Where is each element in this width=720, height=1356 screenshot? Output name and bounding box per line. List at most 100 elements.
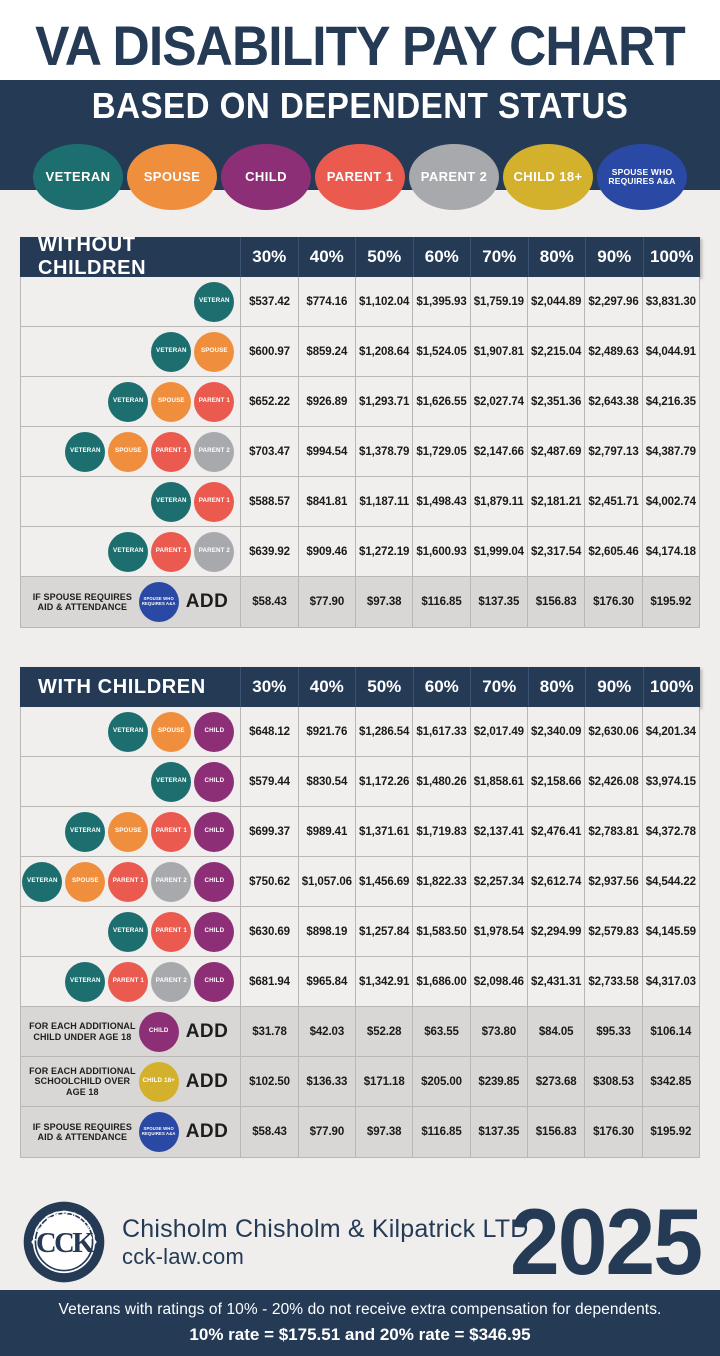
pay-amount-cell: $3,831.30: [641, 277, 699, 326]
firm-name: Chisholm Chisholm & Kilpatrick LTD: [122, 1214, 529, 1243]
column-header-60pct: 60%: [412, 237, 471, 277]
pay-amount-cell: $2,215.04: [527, 327, 584, 376]
pay-amount-cell: $171.18: [355, 1057, 412, 1106]
pay-amount-cell: $1,879.11: [469, 477, 527, 526]
pay-amount-cell: $77.90: [297, 1107, 355, 1157]
badge-parent2: PARENT 2: [151, 961, 192, 1002]
pay-amount-cell: $2,137.41: [469, 807, 527, 856]
table-row: IF SPOUSE REQUIRES AID & ATTENDANCE SPOUSE…: [21, 1107, 699, 1157]
badge-veteran: VETERAN: [65, 811, 106, 852]
row-dependents-cell: VETERAN: [21, 277, 240, 326]
row-dependents-cell: VETERAN SPOUSE PARENT 1: [21, 377, 240, 426]
pay-amount-cell: $4,044.91: [641, 327, 699, 376]
pay-amount-cell: $2,044.89: [527, 277, 584, 326]
table-row: VETERAN CHILD $579.44 $830.54 $1,172.26 $1,48…: [21, 757, 699, 807]
row-label-line: FOR EACH ADDITIONAL: [29, 1065, 136, 1076]
legend-chip-parent1: PARENT 1: [315, 144, 405, 210]
add-word: ADD: [185, 1070, 229, 1092]
badge-spouse: SPOUSE: [108, 431, 149, 472]
row-label-line: AID & ATTENDANCE: [37, 1132, 128, 1142]
badge-child: CHILD: [194, 911, 235, 952]
pay-amount-cell: $1,626.55: [412, 377, 469, 426]
badge-child: CHILD: [194, 711, 235, 752]
table-row: FOR EACH ADDITIONAL SCHOOLCHILD OVER AGE …: [21, 1057, 699, 1107]
footer-note-bar: Veterans with ratings of 10% - 20% do no…: [0, 1290, 720, 1356]
pay-amount-cell: $4,317.03: [641, 957, 699, 1006]
table-row: VETERAN PARENT 1 PARENT 2 CHILD $681.94 $965.…: [21, 957, 699, 1007]
pay-amount-cell: $898.19: [297, 907, 355, 956]
table-row: VETERAN SPOUSE CHILD $648.12 $921.76 $1,286.5…: [21, 707, 699, 757]
pay-amount-cell: $102.50: [240, 1057, 297, 1106]
add-word: ADD: [185, 591, 229, 612]
pay-amount-cell: $2,487.69: [527, 427, 584, 476]
badge-parent1: PARENT 1: [151, 531, 192, 572]
pay-table-without-children: WITHOUT CHILDREN 30% 40% 50% 60% 70% 80% 90% 100…: [20, 234, 700, 628]
pay-amount-cell: $2,451.71: [584, 477, 641, 526]
pay-amount-cell: $774.16: [297, 277, 355, 326]
pay-amount-cell: $1,371.61: [355, 807, 412, 856]
pay-amount-cell: $994.54: [297, 427, 355, 476]
pay-amount-cell: $3,974.15: [641, 757, 699, 806]
row-dependents-cell: VETERAN SPOUSE PARENT 1 CHILD: [21, 807, 240, 856]
pay-amount-cell: $703.47: [240, 427, 297, 476]
table-row: FOR EACH ADDITIONAL CHILD UNDER AGE 18 CHI…: [21, 1007, 699, 1057]
pay-amount-cell: $2,257.34: [469, 857, 527, 906]
pay-amount-cell: $2,783.81: [584, 807, 641, 856]
column-header-40pct: 40%: [297, 667, 356, 707]
badge-group: VETERAN PARENT 1 PARENT 2 CHILD: [65, 961, 235, 1002]
pay-amount-cell: $2,605.46: [584, 527, 641, 576]
pay-amount-cell: $639.92: [240, 527, 297, 576]
pay-amount-cell: $97.38: [355, 1107, 412, 1157]
pay-amount-cell: $2,317.54: [527, 527, 584, 576]
pay-amount-cell: $156.83: [527, 1107, 584, 1157]
badge-parent1: PARENT 1: [151, 431, 192, 472]
pay-amount-cell: $195.92: [641, 1107, 699, 1157]
badge-group: CHILD: [138, 1011, 179, 1052]
column-header-60pct: 60%: [412, 667, 471, 707]
year-label: 2025: [509, 1189, 703, 1294]
row-label: IF SPOUSE REQUIRES AID & ATTENDANCE: [29, 1122, 136, 1143]
pay-amount-cell: $1,617.33: [412, 707, 469, 756]
pay-amount-cell: $2,733.58: [584, 957, 641, 1006]
badge-group: VETERAN PARENT 1: [151, 481, 235, 522]
pay-amount-cell: $137.35: [469, 1107, 527, 1157]
legend-chip-child18: CHILD 18+: [503, 144, 593, 210]
pay-table-with-children: WITH CHILDREN 30% 40% 50% 60% 70% 80% 90% 100% VE…: [20, 667, 700, 1158]
page-subtitle: BASED ON DEPENDENT STATUS: [91, 85, 629, 126]
table-row: VETERAN SPOUSE PARENT 1 CHILD $699.37 $989.41…: [21, 807, 699, 857]
pay-amount-cell: $4,544.22: [641, 857, 699, 906]
badge-group: VETERAN PARENT 1 CHILD: [108, 911, 235, 952]
badge-parent1: PARENT 1: [151, 911, 192, 952]
firm-url[interactable]: cck-law.com: [122, 1243, 244, 1269]
pay-amount-cell: $2,431.31: [527, 957, 584, 1006]
pay-amount-cell: $750.62: [240, 857, 297, 906]
pay-amount-cell: $2,340.09: [527, 707, 584, 756]
badge-group: SPOUSE WHO REQUIRES A&A: [138, 1112, 179, 1152]
legend-chip-label: SPOUSE WHO REQUIRES A&A: [608, 167, 676, 186]
footer-note-line1: Veterans with ratings of 10% - 20% do no…: [58, 1301, 662, 1318]
pay-amount-cell: $106.14: [641, 1007, 699, 1056]
legend-chip-parent2: PARENT 2: [409, 144, 499, 210]
pay-amount-cell: $1,524.05: [412, 327, 469, 376]
pay-amount-cell: $2,297.96: [584, 277, 641, 326]
pay-amount-cell: $1,719.83: [412, 807, 469, 856]
pay-amount-cell: $965.84: [297, 957, 355, 1006]
row-dependents-cell: VETERAN SPOUSE PARENT 1 PARENT 2 CHILD: [21, 857, 240, 906]
pay-amount-cell: $1,286.54: [355, 707, 412, 756]
pay-amount-cell: $2,294.99: [527, 907, 584, 956]
pay-amount-cell: $308.53: [584, 1057, 641, 1106]
table-row: VETERAN PARENT 1 $588.57 $841.81 $1,187.11 $1…: [21, 477, 699, 527]
badge-veteran: VETERAN: [108, 531, 149, 572]
row-label-line: IF SPOUSE REQUIRES: [32, 1121, 133, 1132]
badge-group: CHILD 18+: [138, 1061, 179, 1102]
pay-amount-cell: $63.55: [412, 1007, 469, 1056]
pay-amount-cell: $2,579.83: [584, 907, 641, 956]
badge-group: VETERAN SPOUSE PARENT 1 PARENT 2 CHILD: [22, 861, 235, 902]
table-title: WITHOUT CHILDREN: [38, 234, 147, 279]
badge-group: VETERAN SPOUSE PARENT 1 CHILD: [65, 811, 235, 852]
pay-amount-cell: $1,187.11: [355, 477, 412, 526]
row-dependents-cell: VETERAN SPOUSE PARENT 1 PARENT 2: [21, 427, 240, 476]
row-label-line: CHILD UNDER AGE 18: [33, 1031, 132, 1042]
pay-amount-cell: $95.33: [584, 1007, 641, 1056]
pay-amount-cell: $2,181.21: [527, 477, 584, 526]
